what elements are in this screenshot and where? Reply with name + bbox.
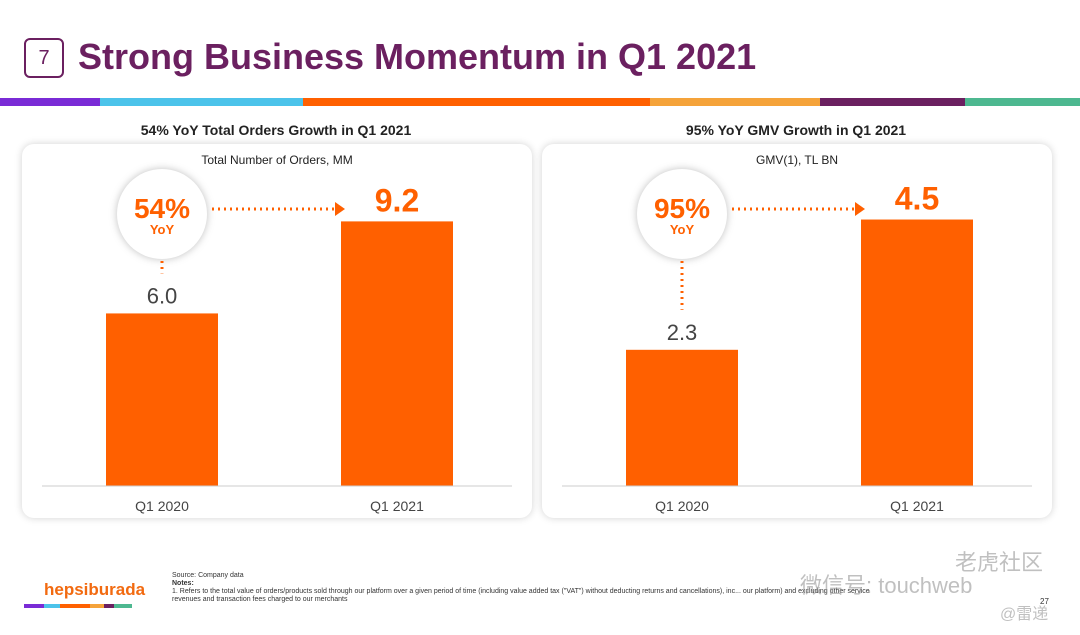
growth-value: 95% xyxy=(654,193,710,224)
data-label: 6.0 xyxy=(147,283,178,308)
watermark-wechat: 微信号: touchweb xyxy=(800,573,973,598)
gmv-chart-panel: GMV(1), TL BN 2.3 Q1 2020 4.5 Q1 2021 95% YoY xyxy=(542,144,1052,518)
chart-title-gmv: 95% YoY GMV Growth in Q1 2021 xyxy=(685,122,907,138)
logo-stripe-segment xyxy=(90,604,104,608)
x-tick-label: Q1 2021 xyxy=(370,498,424,514)
bar-q1-2021 xyxy=(861,219,973,486)
stripe-segment xyxy=(0,98,100,106)
chart-subtitle: Total Number of Orders, MM xyxy=(201,153,352,167)
arrow-head-icon xyxy=(855,202,865,216)
chart-title-orders: 54% YoY Total Orders Growth in Q1 2021 xyxy=(140,122,412,138)
growth-label: YoY xyxy=(150,222,175,237)
bar-q1-2020 xyxy=(106,313,218,486)
section-number: 7 xyxy=(24,38,64,78)
logo-stripe-segment xyxy=(104,604,114,608)
x-tick-label: Q1 2020 xyxy=(135,498,189,514)
x-tick-label: Q1 2021 xyxy=(890,498,944,514)
logo-stripe-segment xyxy=(24,604,44,608)
orders-chart-panel: Total Number of Orders, MM 6.0 Q1 2020 9.2 Q… xyxy=(22,144,532,518)
watermark-community: 老虎社区 xyxy=(955,550,1044,575)
source-note: Source: Company data xyxy=(172,572,244,579)
page-title: Strong Business Momentum in Q1 2021 xyxy=(78,36,757,77)
footnotes: Source: Company data Notes: 1. Refers to… xyxy=(172,572,872,604)
logo-stripe xyxy=(24,604,162,608)
stripe-segment xyxy=(100,98,303,106)
growth-bubble xyxy=(637,169,727,259)
data-label: 4.5 xyxy=(895,181,939,217)
growth-value: 54% xyxy=(134,193,190,224)
hepsiburada-logo: hepsiburada xyxy=(44,580,146,599)
bar-q1-2020 xyxy=(626,349,738,486)
stripe-segment xyxy=(820,98,965,106)
stripe-segment xyxy=(965,98,1080,106)
stripe-segment xyxy=(650,98,820,106)
stripe-segment xyxy=(303,98,650,106)
logo-stripe-segment xyxy=(114,604,132,608)
growth-label: YoY xyxy=(670,222,695,237)
page-number: 27 xyxy=(1040,597,1049,606)
bar-q1-2021 xyxy=(341,221,453,486)
growth-bubble xyxy=(117,169,207,259)
x-tick-label: Q1 2020 xyxy=(655,498,709,514)
arrow-head-icon xyxy=(335,202,345,216)
watermark-author: @雷递 xyxy=(1000,606,1049,623)
logo-stripe-segment xyxy=(60,604,90,608)
notes-heading: Notes: xyxy=(172,580,194,587)
data-label: 9.2 xyxy=(375,182,419,218)
chart-subtitle: GMV(1), TL BN xyxy=(756,153,838,167)
note-1: 1. Refers to the total value of orders/p… xyxy=(172,588,870,603)
data-label: 2.3 xyxy=(667,320,698,345)
logo-stripe-segment xyxy=(44,604,60,608)
